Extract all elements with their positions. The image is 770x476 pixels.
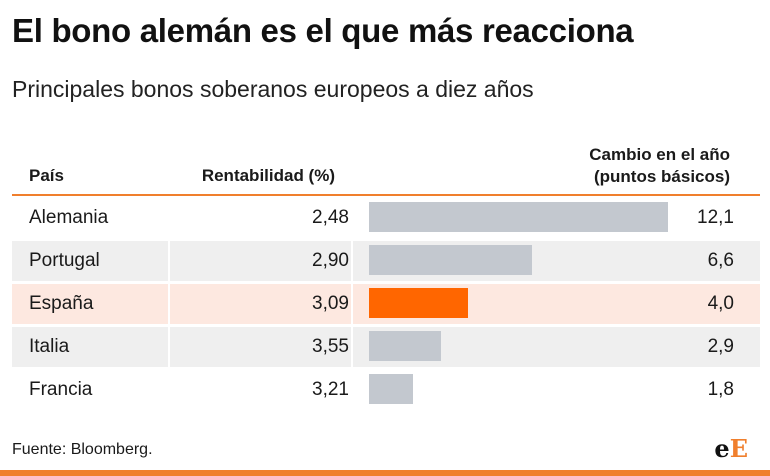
logo-part-1: e	[714, 434, 730, 463]
yield-cell: 3,55	[170, 327, 351, 367]
yield-value: 3,09	[312, 293, 349, 314]
change-cell: 1,8	[353, 370, 760, 410]
brand-logo: eE	[714, 434, 748, 463]
country-cell: Alemania	[12, 198, 168, 238]
change-cell: 12,1	[353, 198, 760, 238]
change-bar	[369, 202, 668, 232]
change-value: 12,1	[697, 207, 734, 228]
change-value: 4,0	[707, 293, 734, 314]
table-row: Francia 3,21 1,8	[12, 368, 760, 411]
country-label: Italia	[29, 336, 70, 357]
header-change-line2: (puntos básicos)	[593, 167, 730, 186]
logo-part-2: E	[729, 434, 748, 463]
change-value: 2,9	[707, 336, 734, 357]
change-bar	[369, 245, 532, 275]
country-label: España	[29, 293, 94, 314]
country-label: Francia	[29, 379, 93, 400]
header-change-line1: Cambio en el año	[589, 145, 730, 164]
table-row: Portugal 2,90 6,6	[12, 239, 760, 282]
yield-value: 3,21	[312, 379, 349, 400]
change-bar	[369, 288, 468, 318]
country-label: Portugal	[29, 250, 100, 271]
country-cell: Portugal	[12, 241, 168, 281]
header-change: Cambio en el año (puntos básicos)	[589, 144, 730, 188]
country-label: Alemania	[29, 207, 109, 228]
table-row: Alemania 2,48 12,1	[12, 196, 760, 239]
change-value: 6,6	[707, 250, 734, 271]
yield-cell: 3,09	[170, 284, 351, 324]
change-cell: 6,6	[353, 241, 760, 281]
yield-value: 3,55	[312, 336, 349, 357]
header-rule	[12, 194, 760, 196]
table-body: Alemania 2,48 12,1 Portugal 2,90 6,6 Esp…	[12, 196, 760, 411]
yield-value: 2,90	[312, 250, 349, 271]
table-row: España 3,09 4,0	[12, 282, 760, 325]
source-note: Fuente: Bloomberg.	[12, 441, 153, 458]
header-yield: Rentabilidad (%)	[201, 166, 335, 185]
table-row: Italia 3,55 2,9	[12, 325, 760, 368]
country-cell: Italia	[12, 327, 168, 367]
change-bar	[369, 331, 441, 361]
change-value: 1,8	[707, 379, 734, 400]
country-cell: España	[12, 284, 168, 324]
country-cell: Francia	[12, 370, 168, 410]
bottom-accent-bar	[0, 470, 770, 476]
chart-title: El bono alemán es el que más reacciona	[12, 12, 634, 49]
chart-subtitle: Principales bonos soberanos europeos a d…	[12, 76, 534, 102]
change-bar	[369, 374, 413, 404]
change-cell: 4,0	[353, 284, 760, 324]
yield-cell: 2,48	[170, 198, 351, 238]
change-cell: 2,9	[353, 327, 760, 367]
yield-value: 2,48	[312, 207, 349, 228]
yield-cell: 2,90	[170, 241, 351, 281]
header-country: País	[29, 166, 64, 185]
yield-cell: 3,21	[170, 370, 351, 410]
